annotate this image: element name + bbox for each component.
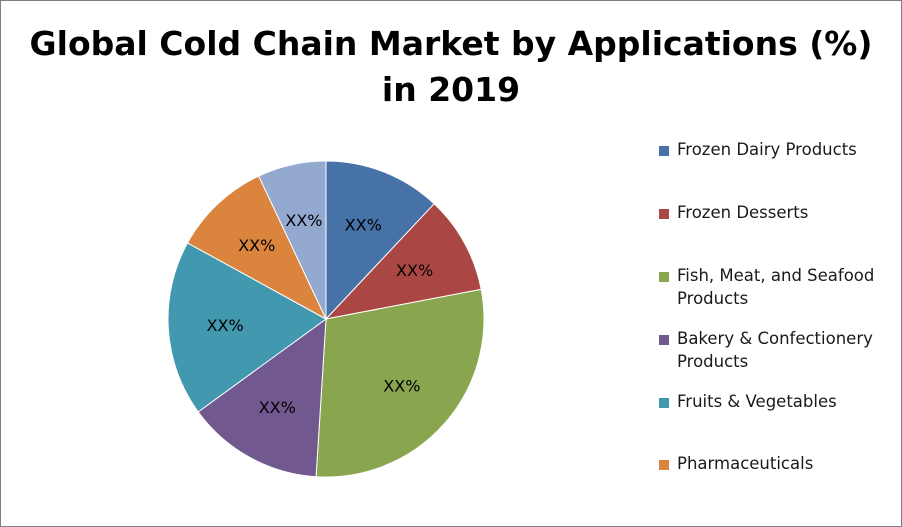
chart-title-line-2: in 2019 <box>381 70 521 109</box>
pie-slice-6 <box>258 160 327 320</box>
pie-slice-2 <box>315 288 485 478</box>
pie-slice-5 <box>186 175 328 321</box>
legend-swatch-1 <box>659 209 669 219</box>
legend-swatch-5 <box>659 460 669 470</box>
slice-data-label-0: XX% <box>345 215 382 234</box>
legend-swatch-0 <box>659 146 669 156</box>
legend-label-3: Bakery & Confectionery Products <box>677 329 873 371</box>
legend-item-2: Fish, Meat, and Seafood Products <box>659 264 899 310</box>
legend-item-4: Fruits & Vegetables <box>659 390 899 413</box>
legend-label-0: Frozen Dairy Products <box>677 140 857 159</box>
legend-label-4: Fruits & Vegetables <box>677 392 837 411</box>
legend-item-0: Frozen Dairy Products <box>659 138 899 161</box>
slice-data-label-3: XX% <box>259 398 296 417</box>
slice-data-label-5: XX% <box>238 236 275 255</box>
legend-label-1: Frozen Desserts <box>677 203 809 222</box>
legend-label-5: Pharmaceuticals <box>677 454 814 473</box>
slice-data-label-2: XX% <box>383 376 420 395</box>
chart-title-line-1: Global Cold Chain Market by Applications… <box>29 24 873 63</box>
legend-label-2: Fish, Meat, and Seafood Products <box>677 266 875 308</box>
legend-item-3: Bakery & Confectionery Products <box>659 327 899 373</box>
pie-chart: XX% XX% XX% XX% XX% XX% XX% <box>167 160 485 478</box>
pie-slice-3 <box>197 317 327 478</box>
pie-slice-0 <box>325 160 435 321</box>
pie-slice-4 <box>167 242 327 413</box>
slice-data-label-6: XX% <box>285 211 322 230</box>
chart-legend: Frozen Dairy Products Frozen Desserts Fish… <box>659 1 899 526</box>
slice-data-label-1: XX% <box>396 261 433 280</box>
legend-item-1: Frozen Desserts <box>659 201 899 224</box>
legend-swatch-2 <box>659 272 669 282</box>
slice-data-label-4: XX% <box>207 316 244 335</box>
legend-swatch-3 <box>659 335 669 345</box>
legend-item-5: Pharmaceuticals <box>659 452 899 475</box>
chart-title: Global Cold Chain Market by Applications… <box>1 21 901 113</box>
pie-slice-1 <box>324 203 482 320</box>
legend-swatch-4 <box>659 398 669 408</box>
